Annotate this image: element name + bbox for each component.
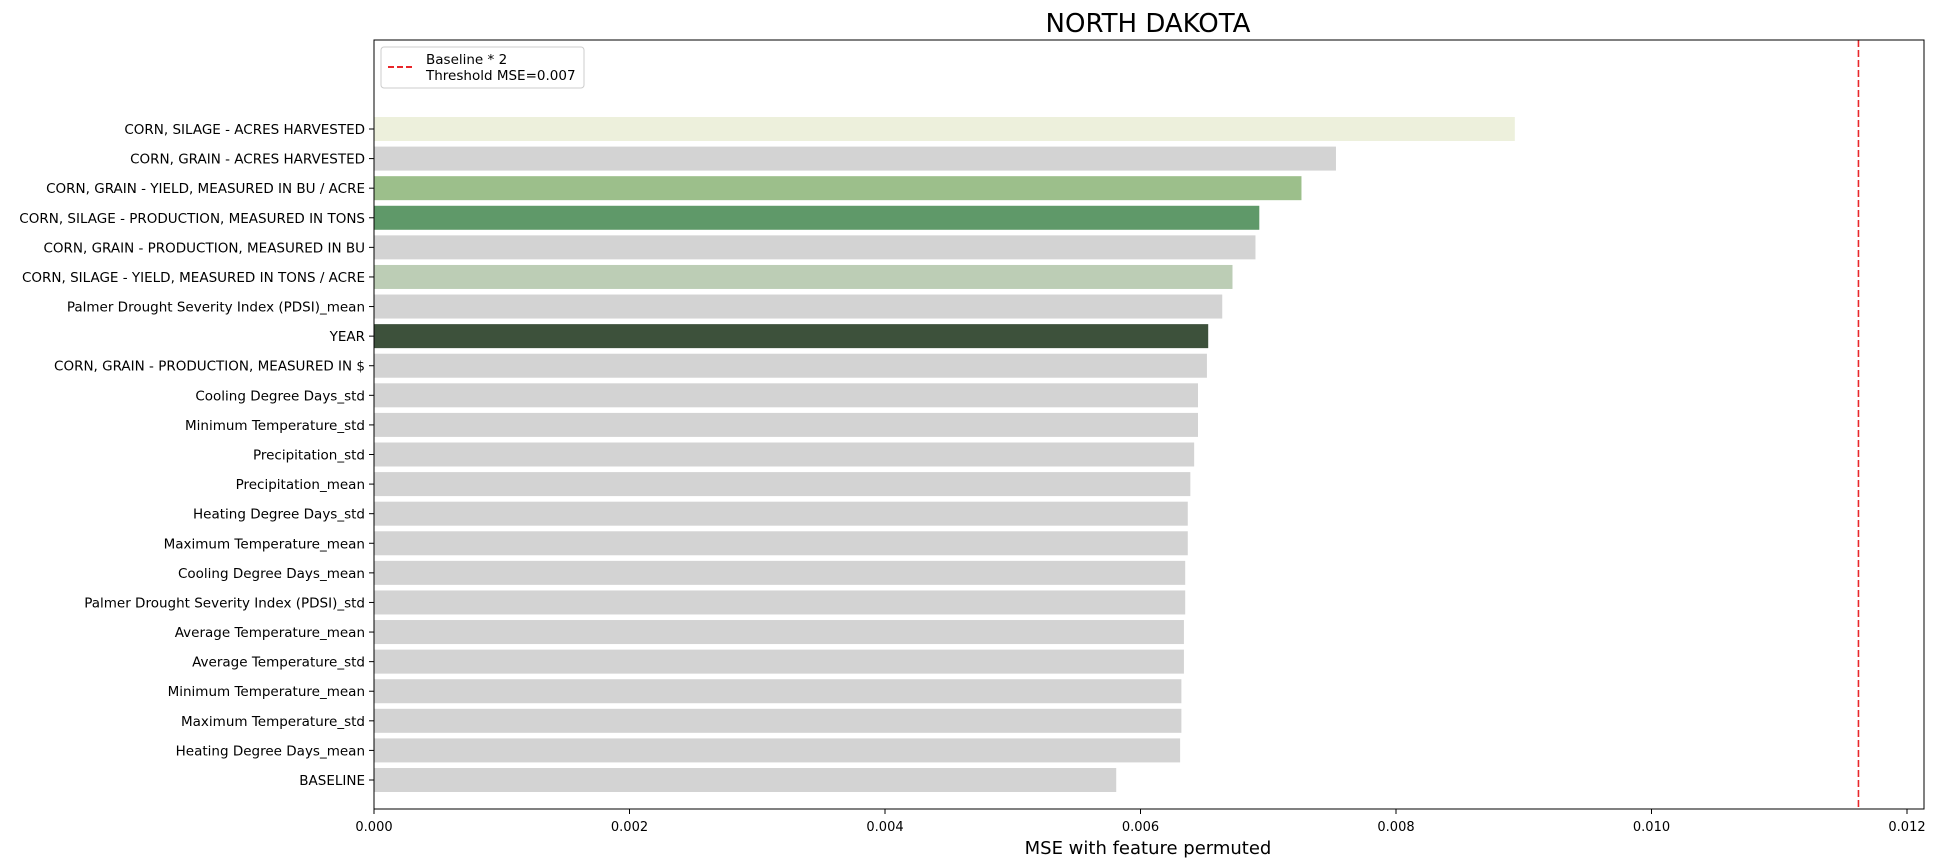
bar bbox=[374, 649, 1184, 674]
y-tick-label: Minimum Temperature_std bbox=[185, 418, 365, 434]
bar bbox=[374, 531, 1188, 556]
bar bbox=[374, 708, 1182, 733]
y-tick-label: Maximum Temperature_mean bbox=[164, 536, 365, 552]
x-tick-label: 0.006 bbox=[1122, 820, 1159, 835]
x-tick-label: 0.012 bbox=[1888, 820, 1925, 835]
bar bbox=[374, 620, 1184, 645]
y-tick-label: Heating Degree Days_std bbox=[193, 507, 365, 523]
y-tick-label: Average Temperature_std bbox=[192, 655, 365, 671]
x-tick-label: 0.010 bbox=[1633, 820, 1670, 835]
bar bbox=[374, 442, 1195, 467]
bar bbox=[374, 294, 1223, 319]
y-tick-label: CORN, GRAIN - PRODUCTION, MEASURED IN $ bbox=[54, 359, 365, 375]
legend-entry-2: Threshold MSE=0.007 bbox=[425, 68, 576, 84]
y-tick-label: Maximum Temperature_std bbox=[181, 714, 365, 730]
bar bbox=[374, 738, 1181, 763]
y-tick-label: Precipitation_mean bbox=[236, 477, 365, 493]
y-tick-label: Palmer Drought Severity Index (PDSI)_mea… bbox=[67, 300, 365, 316]
y-tick-label: CORN, SILAGE - PRODUCTION, MEASURED IN T… bbox=[19, 211, 365, 227]
x-tick-label: 0.008 bbox=[1377, 820, 1414, 835]
bar bbox=[374, 679, 1182, 704]
bar bbox=[374, 146, 1336, 171]
y-tick-labels: CORN, SILAGE - ACRES HARVESTED CORN, GRAI… bbox=[19, 122, 374, 789]
y-tick-label: Precipitation_std bbox=[253, 448, 365, 464]
bar bbox=[374, 383, 1198, 408]
bar bbox=[374, 472, 1191, 497]
y-tick-label: CORN, SILAGE - YIELD, MEASURED IN TONS /… bbox=[22, 270, 365, 286]
x-axis-label: MSE with feature permuted bbox=[1025, 838, 1272, 859]
legend-entry-1: Baseline * 2 bbox=[426, 52, 507, 68]
y-tick-label: Minimum Temperature_mean bbox=[168, 684, 365, 700]
chart-title: NORTH DAKOTA bbox=[1046, 9, 1251, 39]
bar bbox=[374, 590, 1186, 615]
x-tick-label: 0.002 bbox=[611, 820, 648, 835]
bar bbox=[374, 560, 1186, 585]
bar bbox=[374, 117, 1515, 141]
bar bbox=[374, 768, 1117, 792]
legend: Baseline * 2 Threshold MSE=0.007 bbox=[380, 46, 585, 89]
legend-box bbox=[380, 46, 585, 89]
y-tick-label: Average Temperature_mean bbox=[175, 625, 365, 641]
bar bbox=[374, 324, 1209, 349]
bar bbox=[374, 353, 1207, 378]
y-tick-label: Cooling Degree Days_std bbox=[195, 388, 365, 404]
x-tick-label: 0.000 bbox=[355, 820, 392, 835]
y-tick-label: CORN, GRAIN - ACRES HARVESTED bbox=[130, 152, 365, 168]
y-tick-label: YEAR bbox=[329, 329, 365, 345]
bar bbox=[374, 412, 1198, 437]
y-tick-label: CORN, GRAIN - YIELD, MEASURED IN BU / AC… bbox=[46, 181, 365, 197]
bar bbox=[374, 264, 1233, 289]
y-tick-label: Palmer Drought Severity Index (PDSI)_std bbox=[84, 595, 365, 611]
bars-layer bbox=[374, 117, 1515, 792]
x-ticks: 0.000 0.002 0.004 0.006 0.008 0.010 0.012 bbox=[355, 809, 1926, 835]
x-tick-label: 0.004 bbox=[866, 820, 903, 835]
y-tick-label: CORN, SILAGE - ACRES HARVESTED bbox=[124, 122, 365, 138]
bar bbox=[374, 235, 1256, 260]
bar bbox=[374, 501, 1188, 526]
y-tick-label: CORN, GRAIN - PRODUCTION, MEASURED IN BU bbox=[43, 240, 365, 256]
bar bbox=[374, 205, 1260, 230]
y-tick-label: Heating Degree Days_mean bbox=[176, 743, 365, 759]
y-tick-label: Cooling Degree Days_mean bbox=[178, 566, 365, 582]
bar bbox=[374, 176, 1302, 201]
y-tick-label: BASELINE bbox=[299, 773, 365, 789]
